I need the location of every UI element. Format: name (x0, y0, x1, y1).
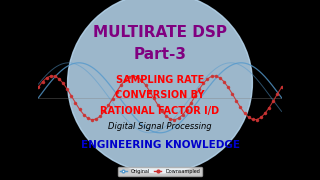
Ellipse shape (68, 0, 252, 173)
Text: CONVERSION BY: CONVERSION BY (115, 90, 205, 100)
Text: Digital Signal Processing: Digital Signal Processing (108, 122, 212, 131)
Text: SAMPLING RATE: SAMPLING RATE (116, 75, 204, 85)
Text: Part-3: Part-3 (133, 46, 187, 62)
Legend: Original, Downsampled: Original, Downsampled (118, 167, 202, 176)
Text: RATIONAL FACTOR I/D: RATIONAL FACTOR I/D (100, 106, 220, 116)
Text: ENGINEERING KNOWLEDGE: ENGINEERING KNOWLEDGE (81, 140, 239, 150)
Text: MULTIRATE DSP: MULTIRATE DSP (93, 25, 227, 40)
